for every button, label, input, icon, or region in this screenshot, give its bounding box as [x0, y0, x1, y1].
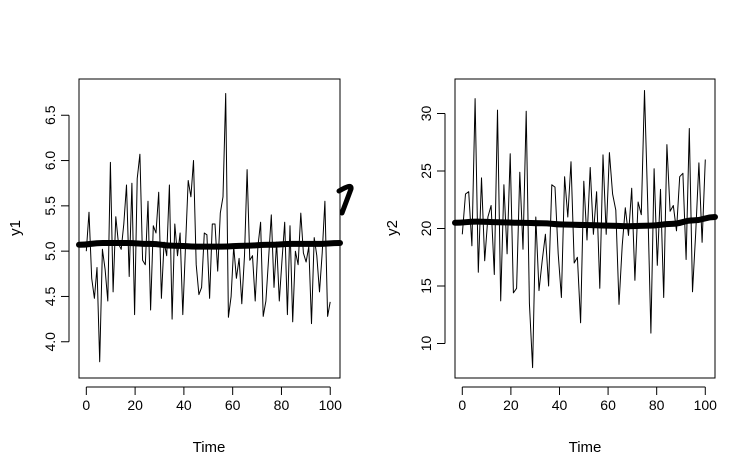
- series-line-raw: [461, 90, 706, 369]
- series-line-trend: [452, 214, 718, 230]
- y-axis: 4.0 4.5 5.0 5.5 6.0 6.5: [42, 105, 70, 352]
- series-layer: [452, 90, 718, 369]
- plot-frame: [78, 78, 341, 379]
- y-tick-label: 5.5: [42, 196, 58, 216]
- x-axis: 0 20 40 60 80 100: [82, 386, 343, 413]
- x-tick-label: 0: [458, 397, 466, 413]
- x-tick-label: 60: [225, 397, 241, 413]
- x-tick-label: 80: [649, 397, 665, 413]
- y-tick-label: 10: [418, 336, 434, 352]
- y-axis-label: y2: [384, 220, 401, 236]
- x-tick-label: 20: [127, 397, 143, 413]
- y-axis-label: y1: [7, 220, 24, 236]
- x-tick-label: 60: [600, 397, 616, 413]
- x-axis-label: Time: [193, 439, 226, 456]
- y-tick-label: 5.0: [42, 241, 58, 261]
- x-tick-label: 100: [319, 397, 343, 413]
- x-tick-label: 0: [82, 397, 90, 413]
- plot-frame: [454, 78, 716, 379]
- series-line-trend: [76, 240, 343, 250]
- x-tick-label: 40: [176, 397, 192, 413]
- panel-y2: 0 20 40 60 80 100 10 15 20 25 30 Time y2: [384, 78, 718, 456]
- panel-y1: 0 20 40 60 80 100 4.0 4.5 5.0 5.5 6.0 6.5 Time y1: [7, 78, 354, 456]
- series-line-raw: [85, 93, 331, 363]
- series-layer: [76, 93, 343, 363]
- y-tick-label: 4.5: [42, 287, 58, 307]
- x-tick-label: 100: [694, 397, 718, 413]
- y-tick-label: 25: [418, 163, 434, 179]
- y-tick-label: 20: [418, 221, 434, 237]
- x-tick-label: 40: [552, 397, 568, 413]
- x-axis: 0 20 40 60 80 100: [458, 386, 718, 413]
- pen-mark: [336, 183, 354, 216]
- y-tick-label: 15: [418, 278, 434, 294]
- y-tick-label: 6.0: [42, 151, 58, 171]
- y-axis: 10 15 20 25 30: [418, 106, 446, 352]
- x-tick-label: 80: [274, 397, 290, 413]
- x-tick-label: 20: [503, 397, 519, 413]
- y-tick-label: 4.0: [42, 332, 58, 352]
- y-tick-label: 6.5: [42, 105, 58, 125]
- y-tick-label: 30: [418, 106, 434, 122]
- x-axis-label: Time: [569, 439, 602, 456]
